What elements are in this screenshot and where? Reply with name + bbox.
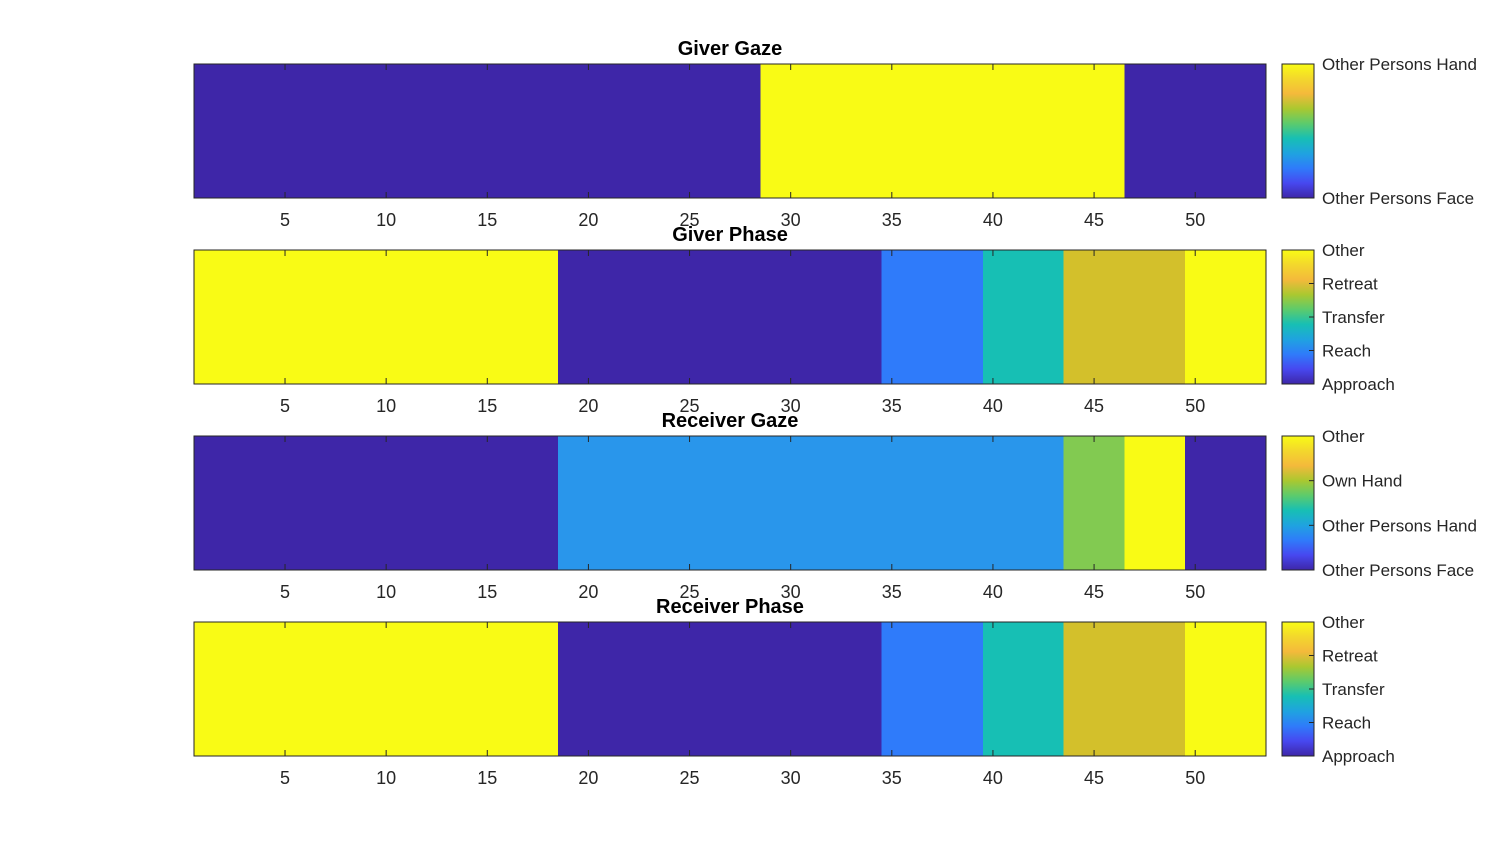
receiver-gaze-segment-other-persons-hand — [558, 436, 1064, 570]
giver-gaze-colorbar-label-other-persons-hand: Other Persons Hand — [1322, 55, 1477, 74]
receiver-gaze-colorbar-label-own-hand: Own Hand — [1322, 472, 1402, 491]
receiver-phase-colorbar-label-retreat: Retreat — [1322, 647, 1378, 666]
receiver-gaze-tick-label: 25 — [680, 582, 700, 602]
receiver-gaze-tick-label: 50 — [1185, 582, 1205, 602]
giver-phase-colorbar-label-reach: Reach — [1322, 342, 1371, 361]
giver-phase-colorbar — [1281, 249, 1315, 385]
giver-phase-segment-approach — [558, 250, 882, 384]
receiver-phase-segment-reach — [881, 622, 983, 756]
receiver-gaze-axes-frame — [193, 435, 1267, 571]
receiver-phase-segment-other — [1185, 622, 1266, 756]
giver-phase-tick-label: 45 — [1084, 396, 1104, 416]
giver-gaze-tick-label: 5 — [280, 210, 290, 230]
giver-phase-segment-other — [1185, 250, 1266, 384]
receiver-gaze-tick-label: 45 — [1084, 582, 1104, 602]
receiver-phase-tick-label: 50 — [1185, 768, 1205, 788]
receiver-phase-colorbar-label-transfer: Transfer — [1322, 680, 1385, 699]
giver-phase-segment-reach — [881, 250, 983, 384]
giver-phase-tick-label: 30 — [781, 396, 801, 416]
giver-phase-tick-label: 5 — [280, 396, 290, 416]
receiver-gaze-segment-other-persons-face — [1185, 436, 1266, 570]
giver-phase-colorbar-label-retreat: Retreat — [1322, 275, 1378, 294]
receiver-gaze-tick-label: 30 — [781, 582, 801, 602]
giver-phase-segment-other — [194, 250, 559, 384]
receiver-phase-panel: 5 10 15 20 25 30 35 40 45 50 Receiver Phase Approac… — [193, 596, 1395, 788]
receiver-phase-colorbar-label-approach: Approach — [1322, 747, 1395, 766]
giver-phase-tick-label: 50 — [1185, 396, 1205, 416]
giver-gaze-tick-label: 45 — [1084, 210, 1104, 230]
receiver-phase-tick-label: 15 — [477, 768, 497, 788]
giver-phase-tick-label: 40 — [983, 396, 1003, 416]
giver-gaze-tick-label: 50 — [1185, 210, 1205, 230]
receiver-phase-tick-label: 40 — [983, 768, 1003, 788]
receiver-phase-tick-label: 30 — [781, 768, 801, 788]
receiver-phase-colorbar-label-reach: Reach — [1322, 714, 1371, 733]
giver-phase-colorbar-label-approach: Approach — [1322, 375, 1395, 394]
giver-gaze-tick-label: 35 — [882, 210, 902, 230]
receiver-gaze-tick-label: 5 — [280, 582, 290, 602]
receiver-gaze-colorbar — [1281, 435, 1315, 571]
receiver-gaze-tick-label: 10 — [376, 582, 396, 602]
giver-gaze-segment-other-persons-hand — [760, 64, 1125, 198]
giver-phase-axes-frame — [193, 249, 1267, 385]
giver-gaze-tick-label: 25 — [680, 210, 700, 230]
receiver-gaze-tick-label: 15 — [477, 582, 497, 602]
receiver-phase-tick-label: 20 — [578, 768, 598, 788]
receiver-phase-segment-other — [194, 622, 559, 756]
giver-gaze-tick-label: 15 — [477, 210, 497, 230]
giver-phase-panel: 5 10 15 20 25 30 35 40 45 50 Giver Phase Approach Re… — [193, 224, 1395, 416]
giver-gaze-axes-frame — [193, 63, 1267, 199]
receiver-phase-segment-transfer — [982, 622, 1064, 756]
receiver-phase-segment-approach — [558, 622, 882, 756]
giver-gaze-tick-label: 30 — [781, 210, 801, 230]
receiver-gaze-tick-label: 40 — [983, 582, 1003, 602]
receiver-gaze-colorbar-label-other: Other — [1322, 427, 1365, 446]
receiver-gaze-colorbar-label-other-persons-face: Other Persons Face — [1322, 561, 1474, 580]
receiver-phase-axes-frame — [193, 621, 1267, 757]
receiver-gaze-segment-own-hand — [1063, 436, 1125, 570]
receiver-phase-tick-label: 35 — [882, 768, 902, 788]
giver-phase-tick-label: 15 — [477, 396, 497, 416]
receiver-gaze-colorbar-label-other-persons-hand: Other Persons Hand — [1322, 516, 1477, 535]
receiver-phase-tick-label: 25 — [680, 768, 700, 788]
receiver-phase-colorbar-label-other: Other — [1322, 613, 1365, 632]
receiver-phase-colorbar — [1281, 621, 1315, 757]
receiver-gaze-segment-other — [1124, 436, 1186, 570]
giver-gaze-segment-other-persons-face — [194, 64, 761, 198]
giver-gaze-tick-label: 20 — [578, 210, 598, 230]
receiver-phase-tick-label: 5 — [280, 768, 290, 788]
giver-gaze-panel: 5 10 15 20 25 30 35 40 45 50 Giver Gaze Other Perso… — [193, 38, 1477, 230]
receiver-gaze-title: Receiver Gaze — [662, 410, 799, 432]
giver-phase-tick-label: 20 — [578, 396, 598, 416]
giver-phase-colorbar-label-transfer: Transfer — [1322, 308, 1385, 327]
receiver-gaze-segment-other-persons-face — [194, 436, 559, 570]
giver-gaze-title: Giver Gaze — [678, 38, 783, 60]
receiver-phase-tick-label: 45 — [1084, 768, 1104, 788]
receiver-gaze-panel: 5 10 15 20 25 30 35 40 45 50 Receiver Gaze Other Pe… — [193, 410, 1477, 602]
receiver-gaze-tick-label: 35 — [882, 582, 902, 602]
giver-phase-tick-label: 10 — [376, 396, 396, 416]
receiver-phase-segment-retreat — [1063, 622, 1186, 756]
giver-phase-title: Giver Phase — [672, 224, 788, 246]
subplots: 5 10 15 20 25 30 35 40 45 50 Giver Gaze Other Perso… — [193, 38, 1477, 788]
giver-gaze-colorbar — [1281, 63, 1315, 199]
giver-phase-segment-transfer — [982, 250, 1064, 384]
giver-phase-segment-retreat — [1063, 250, 1186, 384]
receiver-gaze-tick-label: 20 — [578, 582, 598, 602]
receiver-phase-title: Receiver Phase — [656, 596, 804, 618]
giver-phase-colorbar-label-other: Other — [1322, 241, 1365, 260]
giver-gaze-segment-other-persons-face — [1124, 64, 1266, 198]
giver-gaze-tick-label: 10 — [376, 210, 396, 230]
giver-phase-tick-label: 25 — [680, 396, 700, 416]
receiver-phase-tick-label: 10 — [376, 768, 396, 788]
giver-gaze-tick-label: 40 — [983, 210, 1003, 230]
giver-phase-tick-label: 35 — [882, 396, 902, 416]
giver-gaze-colorbar-label-other-persons-face: Other Persons Face — [1322, 189, 1474, 208]
